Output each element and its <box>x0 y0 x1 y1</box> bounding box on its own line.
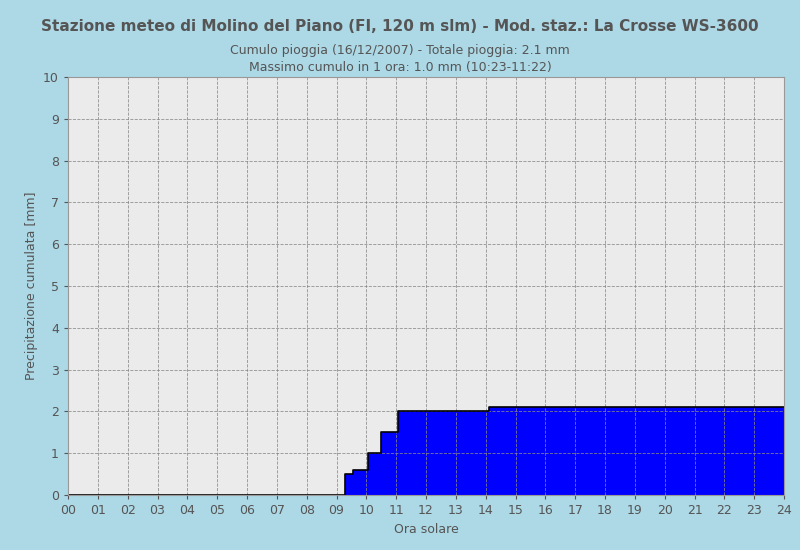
X-axis label: Ora solare: Ora solare <box>394 522 458 536</box>
Text: Stazione meteo di Molino del Piano (FI, 120 m slm) - Mod. staz.: La Crosse WS-36: Stazione meteo di Molino del Piano (FI, … <box>41 19 759 34</box>
Text: Cumulo pioggia (16/12/2007) - Totale pioggia: 2.1 mm
Massimo cumulo in 1 ora: 1.: Cumulo pioggia (16/12/2007) - Totale pio… <box>230 44 570 74</box>
Y-axis label: Precipitazione cumulata [mm]: Precipitazione cumulata [mm] <box>25 192 38 380</box>
